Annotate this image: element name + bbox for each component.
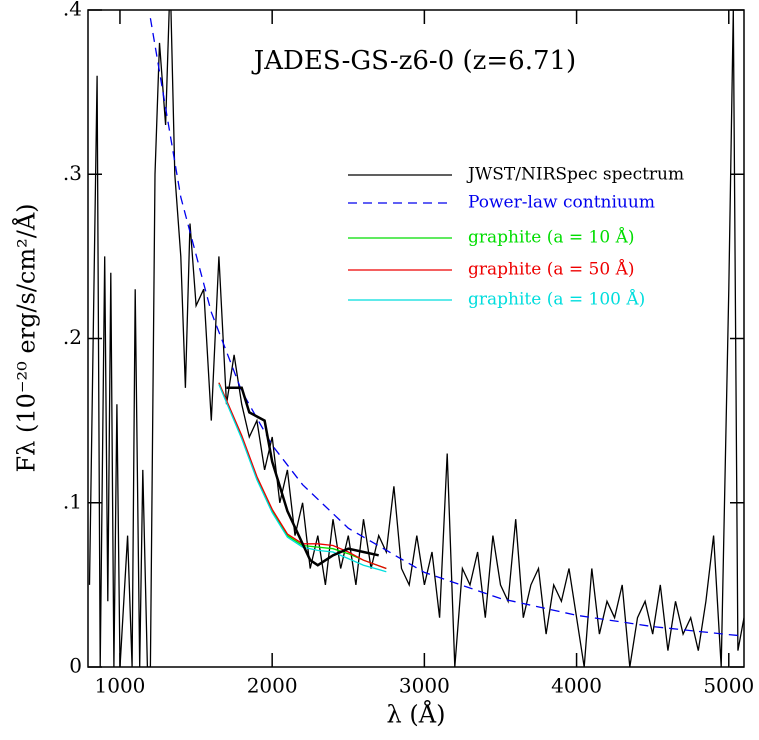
x-tick-label: 4000 xyxy=(551,674,602,698)
x-axis-label: λ (Å) xyxy=(387,700,446,729)
legend-label: Power-law contniuum xyxy=(468,193,655,213)
series-line xyxy=(88,10,744,667)
legend-label: graphite (a = 10 Å) xyxy=(468,227,634,248)
y-tick-label: .2 xyxy=(63,325,82,349)
y-tick-label: 0 xyxy=(69,654,82,678)
x-tick-label: 1000 xyxy=(95,674,146,698)
legend-label: JWST/NIRSpec spectrum xyxy=(466,165,684,185)
x-tick-label: 2000 xyxy=(247,674,298,698)
y-tick-label: .1 xyxy=(63,489,82,513)
chart-title: JADES-GS-z6-0 (z=6.71) xyxy=(251,46,576,76)
x-tick-label: 3000 xyxy=(399,674,450,698)
series-line xyxy=(226,386,379,567)
plot-area xyxy=(88,10,744,667)
y-axis-label: Fλ (10⁻²⁰ erg/s/cm²/Å) xyxy=(12,203,41,472)
legend-label: graphite (a = 50 Å) xyxy=(468,259,634,280)
x-tick-label: 5000 xyxy=(703,674,754,698)
series-line xyxy=(218,384,387,573)
legend-label: graphite (a = 100 Å) xyxy=(468,289,645,310)
y-tick-label: .3 xyxy=(63,161,82,185)
series-line xyxy=(149,18,744,637)
y-tick-label: .4 xyxy=(63,0,82,21)
